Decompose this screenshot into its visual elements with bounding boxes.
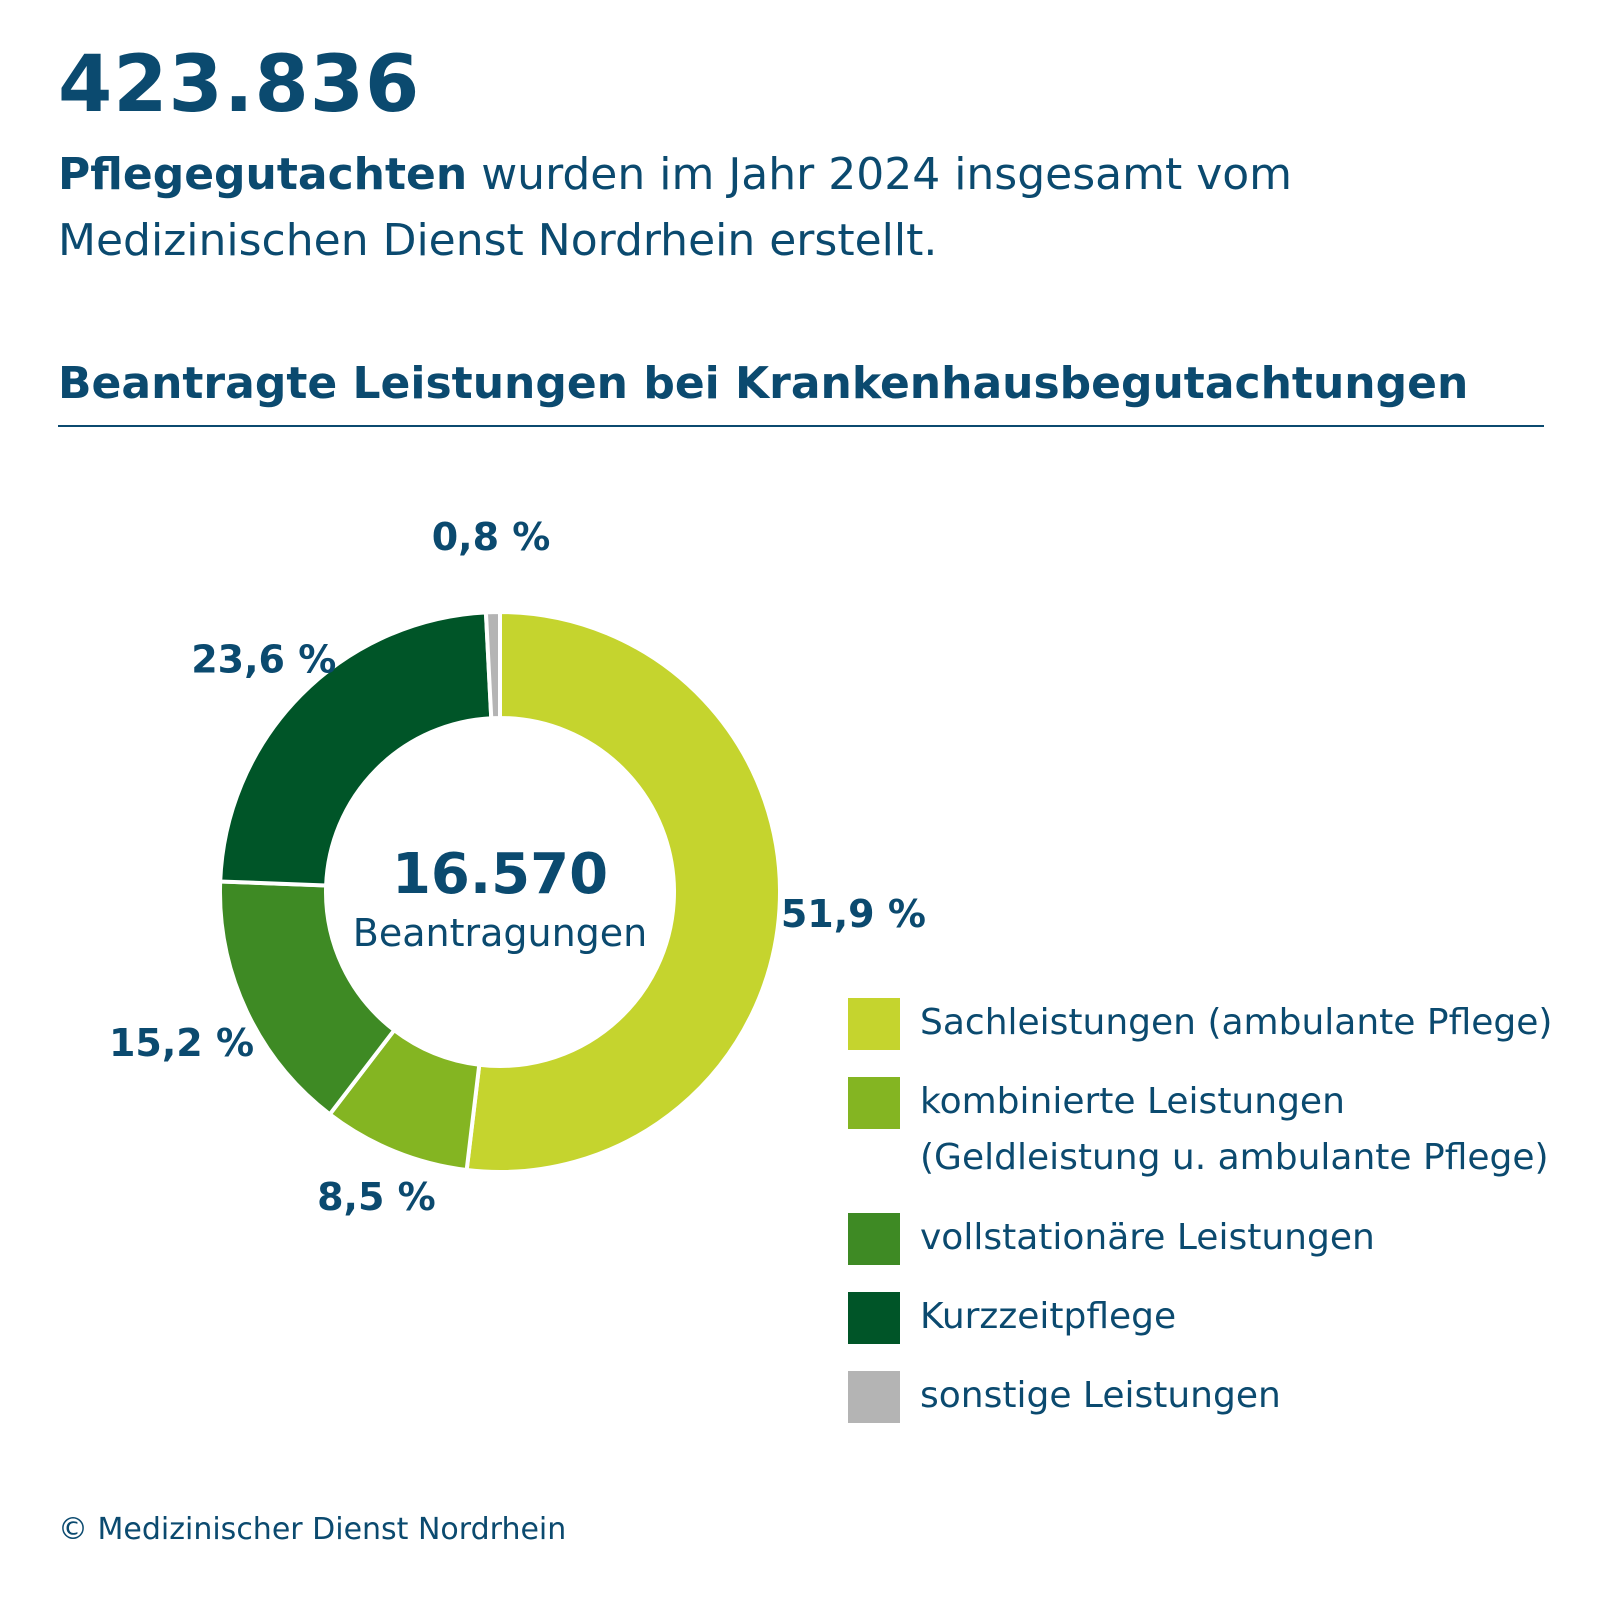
donut-slice [483,609,502,721]
intro-line1: wurden im Jahr 2024 insgesamt vom [467,149,1293,200]
slice-label: 51,9 % [781,892,926,936]
donut-slice [218,610,494,888]
legend-label: Kurzzeitpflege [920,1296,1177,1337]
intro-text: Pflegegutachten wurden im Jahr 2024 insg… [58,142,1458,274]
center-label: Beantragungen [353,911,648,955]
legend-swatch [848,1371,900,1423]
legend-swatch [848,998,900,1050]
intro-bold: Pflegegutachten [58,149,468,200]
legend: Sachleistungen (ambulante Pflege) kombin… [848,995,1588,1447]
legend-item: vollstationäre Leistungen [848,1210,1588,1289]
legend-swatch [848,1213,900,1265]
legend-item: kombinierte Leistungen (Geldleistung u. … [848,1074,1588,1210]
legend-label: kombinierte Leistungen [920,1081,1345,1122]
legend-label: vollstationäre Leistungen [920,1217,1375,1258]
slice-label: 23,6 % [191,638,336,682]
legend-item: Sachleistungen (ambulante Pflege) [848,995,1588,1074]
center-value: 16.570 [392,842,608,907]
copyright-footer: © Medizinischer Dienst Nordrhein [58,1512,567,1547]
legend-label-line2: (Geldleistung u. ambulante Pflege) [920,1137,1549,1178]
slice-label: 15,2 % [109,1021,254,1065]
legend-swatch [848,1077,900,1129]
slice-label: 0,8 % [432,515,551,559]
legend-swatch [848,1292,900,1344]
title-divider [58,425,1544,427]
legend-label: sonstige Leistungen [920,1375,1281,1416]
legend-item: Kurzzeitpflege [848,1289,1588,1368]
slice-label: 8,5 % [317,1175,436,1219]
chart-title: Beantragte Leistungen bei Krankenhausbeg… [58,358,1469,409]
intro-line2: Medizinischen Dienst Nordrhein erstellt. [58,215,938,266]
legend-label: Sachleistungen (ambulante Pflege) [920,1002,1553,1043]
donut-slice [464,609,782,1174]
legend-item: sonstige Leistungen [848,1368,1588,1447]
headline-number: 423.836 [58,40,421,130]
